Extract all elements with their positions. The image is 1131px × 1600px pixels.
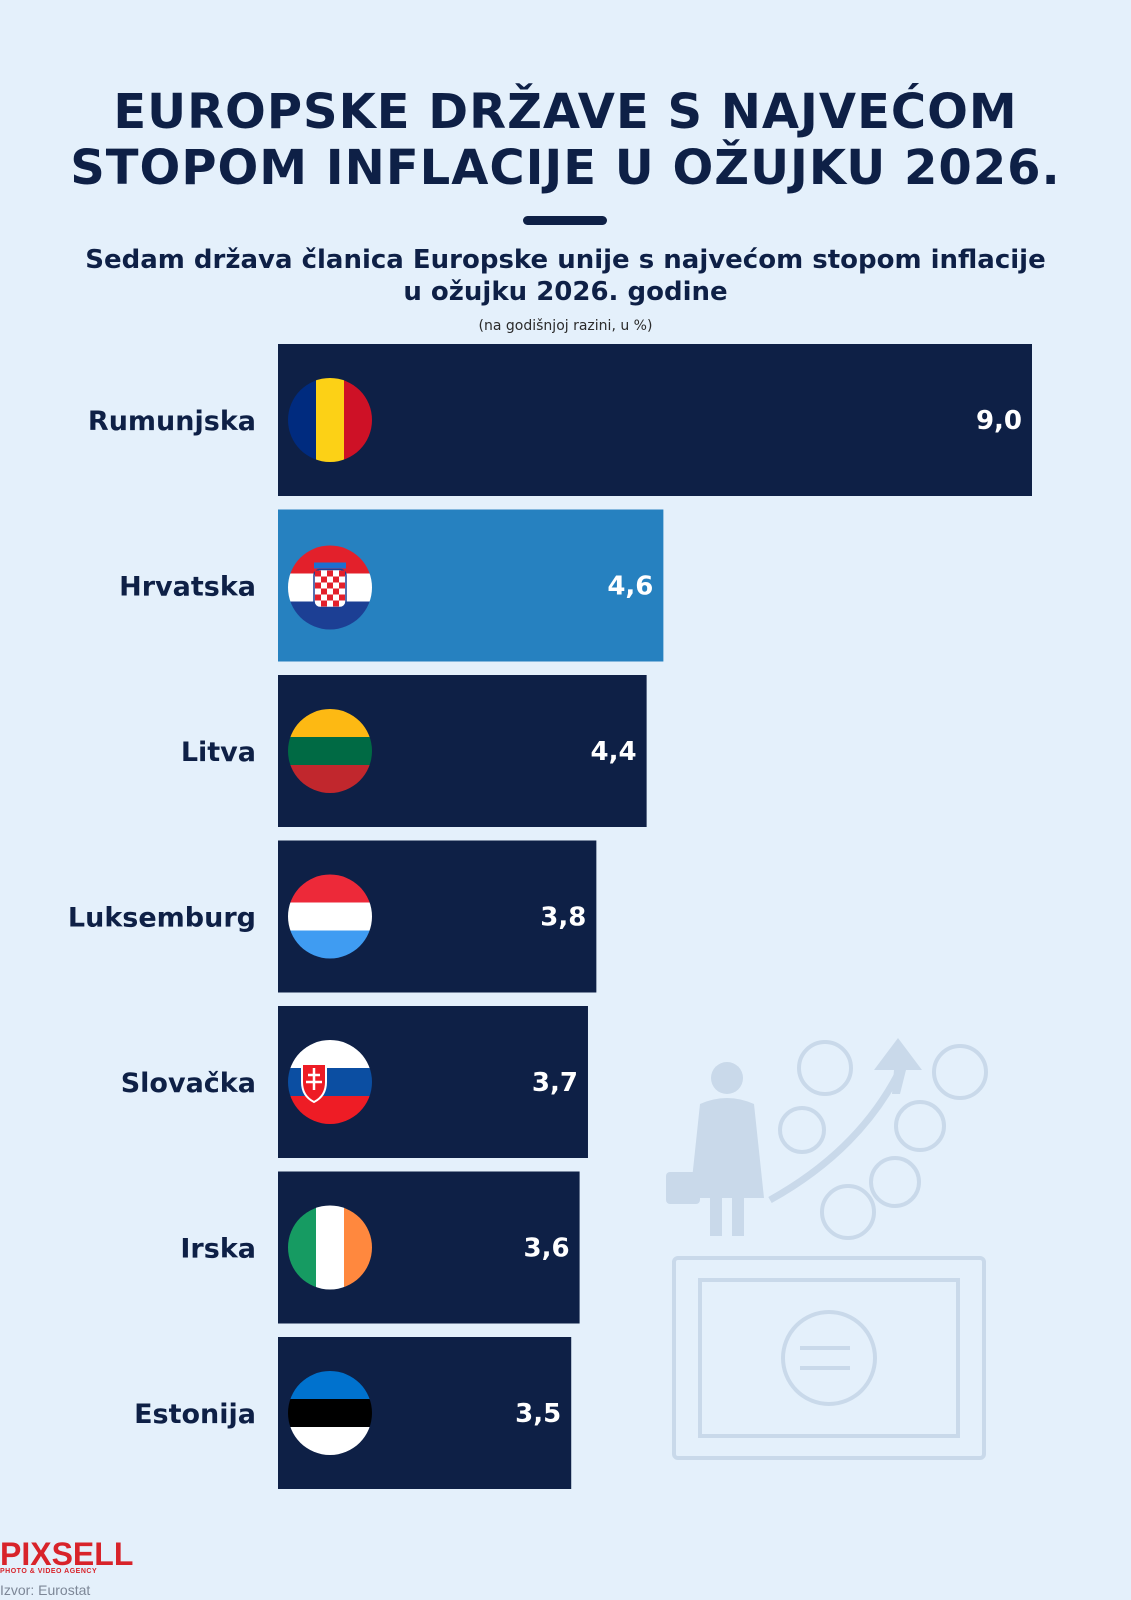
category-label-hrvatska: Hrvatska — [119, 572, 256, 603]
value-label-rumunjska: 9,0 — [976, 406, 1022, 436]
category-label-slovaka: Slovačka — [121, 1068, 256, 1099]
category-label-litva: Litva — [181, 737, 256, 768]
value-label-luksemburg: 3,8 — [540, 903, 586, 933]
logo-text: PIXSELL — [0, 1536, 134, 1572]
value-label-slovaka: 3,7 — [532, 1068, 578, 1098]
source-note: Izvor: Eurostat — [0, 1582, 91, 1598]
value-label-irska: 3,6 — [524, 1234, 570, 1264]
category-label-luksemburg: Luksemburg — [68, 903, 256, 934]
chart-title: EUROPSKE DRŽAVE S NAJVEĆOM STOPOM INFLAC… — [0, 84, 1131, 196]
pixsell-logo: PIXSELL PHOTO & VIDEO AGENCY — [0, 1538, 133, 1575]
value-label-hrvatska: 4,6 — [607, 572, 653, 602]
ireland-flag-icon — [288, 1205, 372, 1290]
romania-flag-icon — [288, 378, 372, 462]
inflation-illustration-icon — [666, 1038, 988, 1460]
title-divider — [523, 216, 607, 225]
title-line-1: EUROPSKE DRŽAVE S NAJVEĆOM — [113, 84, 1018, 140]
estonia-flag-icon — [288, 1371, 372, 1455]
subtitle-line-2: u ožujku 2026. godine — [403, 277, 728, 307]
value-label-estonija: 3,5 — [515, 1399, 561, 1429]
category-label-estonija: Estonija — [134, 1399, 256, 1430]
chart-subtitle: Sedam država članica Europske unije s na… — [30, 244, 1101, 308]
value-label-litva: 4,4 — [591, 737, 637, 767]
croatia-flag-icon — [288, 545, 372, 630]
lithuania-flag-icon — [288, 709, 372, 793]
logo-subtext: PHOTO & VIDEO AGENCY — [0, 1568, 98, 1575]
category-label-rumunjska: Rumunjska — [88, 406, 256, 437]
category-label-irska: Irska — [180, 1234, 256, 1265]
luxembourg-flag-icon — [288, 874, 372, 959]
bar-rumunjska — [278, 344, 1032, 496]
unit-note: (na godišnjoj razini, u %) — [478, 318, 653, 334]
subtitle-line-1: Sedam država članica Europske unije s na… — [85, 245, 1046, 275]
title-line-2: STOPOM INFLACIJE U OŽUJKU 2026. — [70, 140, 1061, 196]
slovakia-flag-icon — [288, 1040, 372, 1124]
